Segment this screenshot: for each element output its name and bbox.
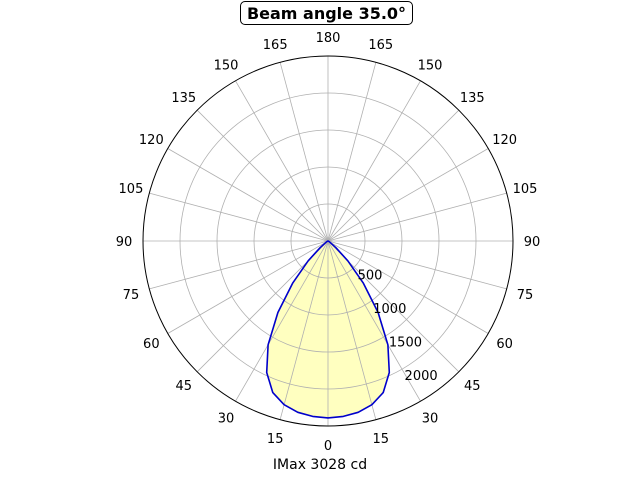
outer-spine [142, 55, 514, 427]
angular-gridline [279, 240, 329, 420]
angle-tick-label: 135 [460, 91, 485, 106]
angle-tick-label: 15 [373, 432, 390, 447]
tick-labels: 0 15 30 45 60 75 90 105 120 135 150 165 180 165 150 135… [116, 31, 541, 454]
angle-tick-label: 0 [324, 439, 332, 454]
angle-tick-label: 45 [464, 379, 481, 394]
angle-tick-label: 150 [418, 58, 443, 73]
radial-tick-label: 1500 [389, 336, 422, 351]
angular-gridline [327, 240, 421, 402]
angular-gridline [327, 109, 460, 242]
beam-intensity-curve [265, 240, 391, 419]
angular-gridline [235, 240, 329, 402]
angle-tick-label: 120 [492, 133, 517, 148]
angle-tick-label: 30 [422, 412, 439, 427]
angle-tick-label: 30 [218, 412, 235, 427]
chart-title-box: Beam angle 35.0° [240, 1, 413, 25]
angle-tick-label: 90 [116, 235, 133, 250]
angle-tick-label: 165 [368, 38, 393, 53]
angular-gridline [327, 148, 489, 242]
angular-gridline [149, 240, 329, 290]
angle-tick-label: 60 [143, 337, 160, 352]
angle-tick-label: 150 [214, 58, 239, 73]
angular-gridline [279, 62, 329, 242]
angle-tick-label: 45 [175, 379, 192, 394]
angle-tick-label: 165 [263, 38, 288, 53]
angle-tick-label: 180 [316, 31, 341, 46]
polar-grid [143, 56, 513, 426]
polar-spine [142, 55, 514, 427]
chart-title: Beam angle 35.0° [246, 3, 407, 23]
angular-gridline [327, 192, 507, 242]
angle-tick-label: 75 [517, 288, 534, 303]
angle-tick-label: 105 [119, 182, 144, 197]
angular-gridline [327, 240, 377, 420]
angular-gridline [327, 80, 421, 242]
angular-gridline [149, 192, 329, 242]
angle-tick-label: 90 [524, 235, 541, 250]
angular-gridline [167, 240, 329, 334]
x-axis-label: IMax 3028 cd [272, 457, 368, 473]
angular-gridline [235, 80, 329, 242]
angular-gridline [327, 62, 377, 242]
angular-gridline [167, 148, 329, 242]
angle-tick-label: 75 [123, 288, 140, 303]
angular-gridline [327, 240, 489, 334]
beam-curve-layer [265, 240, 391, 419]
angle-tick-label: 15 [267, 432, 284, 447]
angle-tick-label: 60 [496, 337, 513, 352]
radial-tick-label: 500 [358, 269, 383, 284]
radial-tick-label: 2000 [405, 369, 438, 384]
angle-tick-label: 105 [513, 182, 538, 197]
angular-gridline [196, 109, 329, 242]
angle-tick-label: 120 [139, 133, 164, 148]
angular-gridline [327, 240, 507, 290]
radial-tick-label: 1000 [373, 302, 406, 317]
angle-tick-label: 135 [171, 91, 196, 106]
